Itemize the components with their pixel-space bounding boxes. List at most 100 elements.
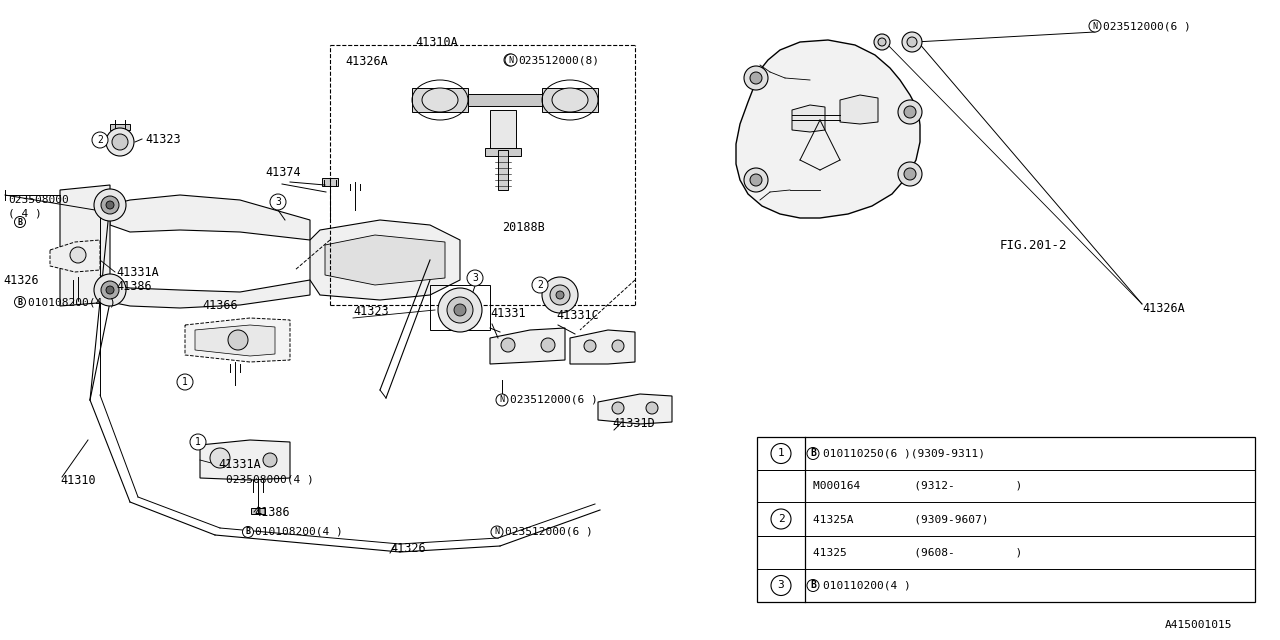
Text: 023512000(6 ): 023512000(6 ): [506, 527, 593, 537]
Text: 010108200(4 ): 010108200(4 ): [28, 297, 115, 307]
Polygon shape: [490, 328, 564, 364]
Circle shape: [899, 162, 922, 186]
Text: 3: 3: [275, 197, 280, 207]
Circle shape: [750, 174, 762, 186]
Circle shape: [106, 201, 114, 209]
Text: 023508000(4 ): 023508000(4 ): [227, 475, 314, 485]
Circle shape: [532, 277, 548, 293]
Text: 41331A: 41331A: [116, 266, 159, 278]
Text: FIG.201-2: FIG.201-2: [1000, 239, 1068, 252]
Circle shape: [541, 277, 579, 313]
Text: 41331C: 41331C: [556, 309, 599, 322]
Circle shape: [874, 34, 890, 50]
Text: 41310A: 41310A: [415, 36, 458, 49]
Text: 41326: 41326: [3, 273, 38, 287]
Text: B: B: [810, 580, 815, 591]
Circle shape: [447, 297, 474, 323]
Circle shape: [242, 527, 253, 538]
Polygon shape: [412, 88, 468, 112]
Circle shape: [902, 32, 922, 52]
Polygon shape: [325, 235, 445, 285]
Circle shape: [14, 216, 26, 227]
Text: N: N: [494, 527, 499, 536]
Polygon shape: [598, 394, 672, 424]
Polygon shape: [200, 440, 291, 480]
Text: 41323: 41323: [145, 132, 180, 145]
Circle shape: [228, 330, 248, 350]
Text: 1: 1: [182, 377, 188, 387]
Circle shape: [177, 374, 193, 390]
Circle shape: [612, 340, 625, 352]
Polygon shape: [186, 318, 291, 362]
Text: 41325A         (9309-9607): 41325A (9309-9607): [813, 514, 988, 524]
Polygon shape: [110, 124, 131, 130]
Circle shape: [899, 100, 922, 124]
Circle shape: [497, 394, 508, 406]
Circle shape: [612, 402, 625, 414]
Circle shape: [744, 168, 768, 192]
Text: 41325          (9608-         ): 41325 (9608- ): [813, 547, 1023, 557]
Polygon shape: [541, 88, 598, 112]
Circle shape: [454, 304, 466, 316]
Circle shape: [106, 128, 134, 156]
Circle shape: [584, 340, 596, 352]
Text: 20188B: 20188B: [502, 221, 545, 234]
Text: 2: 2: [538, 280, 543, 290]
Circle shape: [500, 338, 515, 352]
Polygon shape: [110, 280, 310, 308]
Polygon shape: [485, 148, 521, 156]
Circle shape: [771, 444, 791, 463]
Circle shape: [92, 132, 108, 148]
Circle shape: [210, 448, 230, 468]
Circle shape: [101, 196, 119, 214]
Circle shape: [93, 274, 125, 306]
Polygon shape: [490, 110, 516, 150]
Polygon shape: [251, 508, 265, 514]
Text: 41386: 41386: [116, 280, 151, 292]
Circle shape: [189, 434, 206, 450]
Polygon shape: [60, 185, 110, 306]
Text: 41323: 41323: [353, 305, 389, 318]
Circle shape: [771, 575, 791, 595]
Circle shape: [504, 54, 516, 66]
Circle shape: [550, 285, 570, 305]
Bar: [756, 437, 1254, 602]
Text: 41331D: 41331D: [612, 417, 655, 430]
Circle shape: [646, 402, 658, 414]
Text: ( 4 ): ( 4 ): [8, 208, 42, 218]
Polygon shape: [792, 105, 826, 132]
Text: 41366: 41366: [202, 299, 238, 312]
Circle shape: [878, 38, 886, 46]
Text: 1: 1: [195, 437, 201, 447]
Polygon shape: [310, 220, 460, 300]
Text: 41374: 41374: [265, 166, 301, 179]
Circle shape: [262, 453, 276, 467]
Circle shape: [744, 66, 768, 90]
Polygon shape: [498, 150, 508, 190]
Text: 010110200(4 ): 010110200(4 ): [823, 580, 911, 591]
Text: 41310: 41310: [60, 474, 96, 486]
Circle shape: [806, 579, 819, 591]
Text: 41326A: 41326A: [346, 55, 388, 68]
Text: 3: 3: [778, 580, 785, 591]
Text: 41386: 41386: [253, 506, 289, 518]
Text: N: N: [508, 56, 513, 65]
Circle shape: [438, 288, 483, 332]
Circle shape: [1089, 20, 1101, 32]
Circle shape: [93, 189, 125, 221]
Text: 2: 2: [97, 135, 102, 145]
Circle shape: [556, 291, 564, 299]
Ellipse shape: [552, 88, 588, 112]
Text: 023512000(6 ): 023512000(6 ): [509, 395, 598, 405]
Circle shape: [908, 37, 916, 47]
Circle shape: [106, 286, 114, 294]
Text: B: B: [18, 298, 23, 307]
Text: 010110250(6 )(9309-9311): 010110250(6 )(9309-9311): [823, 449, 986, 458]
Text: 3: 3: [472, 273, 477, 283]
Polygon shape: [570, 330, 635, 364]
Text: M000164        (9312-         ): M000164 (9312- ): [813, 481, 1023, 491]
Text: B: B: [246, 527, 251, 536]
Circle shape: [750, 72, 762, 84]
Circle shape: [904, 168, 916, 180]
Text: 023512000(8): 023512000(8): [518, 55, 599, 65]
